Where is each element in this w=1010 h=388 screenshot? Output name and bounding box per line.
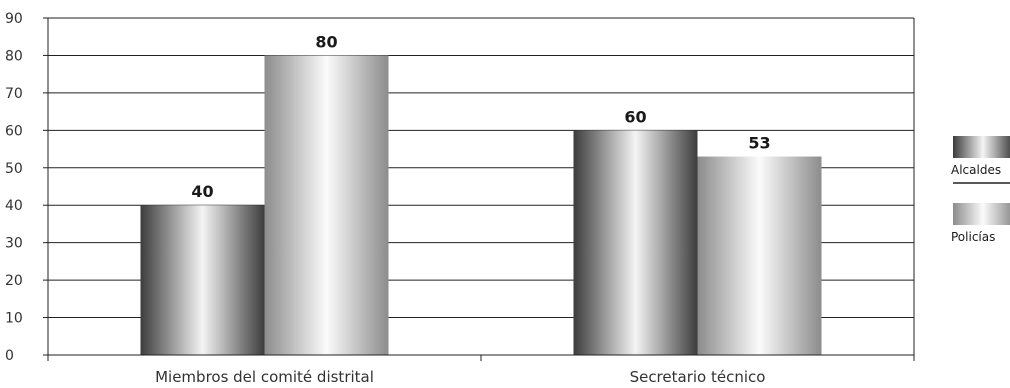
legend: Alcaldes Policías	[951, 136, 1010, 244]
y-tick-label: 90	[5, 11, 23, 27]
legend-label: Policías	[951, 230, 995, 244]
y-tick-label: 0	[5, 348, 14, 364]
data-label: 60	[624, 107, 646, 126]
legend-label: Alcaldes	[951, 163, 1001, 177]
category-label: Miembros del comité distrital	[155, 368, 374, 386]
data-label: 53	[748, 134, 770, 153]
bar-policias	[697, 156, 822, 355]
bar-policias	[264, 55, 389, 355]
data-label: 80	[315, 32, 337, 51]
legend-swatch	[953, 136, 1010, 158]
bar-alcaldes	[140, 205, 265, 355]
category-label: Secretario técnico	[630, 368, 766, 386]
y-tick-label: 80	[5, 48, 23, 64]
y-tick-label: 10	[5, 311, 23, 327]
y-tick-label: 60	[5, 123, 23, 139]
data-label: 40	[191, 182, 213, 201]
y-tick-label: 40	[5, 198, 23, 214]
y-tick-label: 70	[5, 86, 23, 102]
y-tick-label: 50	[5, 161, 23, 177]
y-tick-label: 20	[5, 273, 23, 289]
bar-alcaldes	[573, 130, 698, 355]
y-tick-label: 30	[5, 236, 23, 252]
axes	[43, 17, 915, 361]
bars	[140, 55, 822, 355]
legend-swatch	[953, 203, 1010, 225]
labels: 0 10 20 30 40 50 60 70 80 90 40 80 Miembros del comi…	[5, 11, 771, 386]
